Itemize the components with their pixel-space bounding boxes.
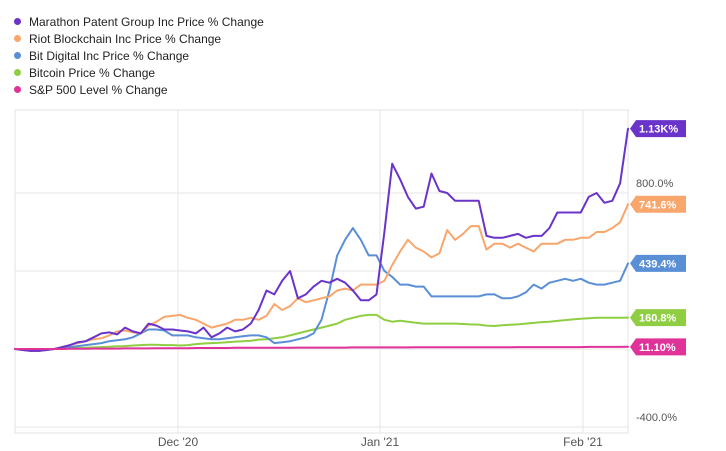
end-value-tag [630, 309, 686, 327]
end-value-label: 741.6% [639, 199, 677, 211]
end-value-label: 439.4% [639, 258, 677, 270]
series-line-0 [14, 127, 629, 352]
legend-label-bitcoin: Bitcoin Price % Change [29, 65, 156, 80]
legend-label-riot: Riot Blockchain Inc Price % Change [29, 31, 222, 46]
legend-label-bit-digital: Bit Digital Inc Price % Change [29, 48, 190, 63]
legend-marker-bitcoin [14, 69, 21, 76]
legend-item-bitcoin: Bitcoin Price % Change [14, 64, 264, 81]
legend-marker-riot [14, 35, 21, 42]
y-tick-label: -400.0% [636, 412, 677, 424]
y-tick-label: 800.0% [636, 178, 674, 190]
legend-item-riot: Riot Blockchain Inc Price % Change [14, 30, 264, 47]
legend-label-sp500: S&P 500 Level % Change [29, 82, 168, 97]
legend-item-bit-digital: Bit Digital Inc Price % Change [14, 47, 264, 64]
legend-label-marathon: Marathon Patent Group Inc Price % Change [29, 14, 264, 29]
x-tick-label: Jan '21 [361, 435, 400, 449]
end-value-tag [630, 338, 686, 356]
legend-marker-sp500 [14, 86, 21, 93]
legend-item-marathon: Marathon Patent Group Inc Price % Change [14, 13, 264, 30]
end-value-tag [630, 254, 686, 272]
end-value-label: 1.13K% [639, 124, 678, 136]
end-value-label: 160.8% [639, 313, 677, 325]
legend-marker-marathon [14, 18, 21, 25]
series-line-4 [14, 345, 629, 350]
end-value-tag [630, 120, 686, 138]
legend-marker-bit-digital [14, 52, 21, 59]
x-tick-label: Dec '20 [158, 435, 199, 449]
series-line-3 [14, 313, 629, 350]
end-value-label: 11.10% [639, 342, 676, 354]
series-line-2 [14, 227, 629, 352]
legend-item-sp500: S&P 500 Level % Change [14, 81, 264, 98]
chart-legend: Marathon Patent Group Inc Price % Change… [14, 13, 264, 98]
x-tick-label: Feb '21 [563, 435, 603, 449]
end-value-tag [630, 195, 686, 213]
series-line-1 [14, 203, 629, 352]
